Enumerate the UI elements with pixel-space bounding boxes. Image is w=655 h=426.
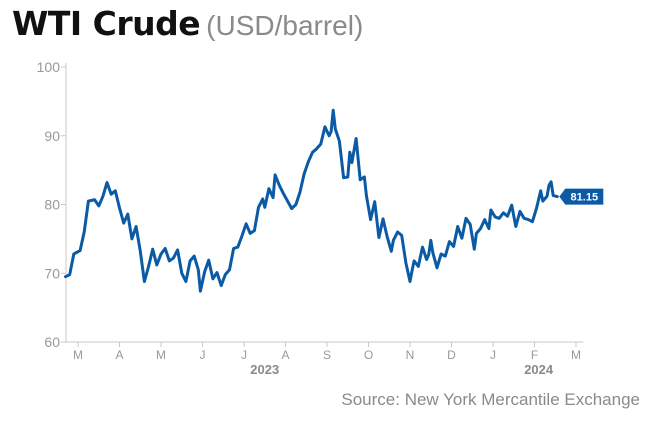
x-tick-label: J [200,348,206,362]
y-tick-label: 70 [44,265,60,281]
x-tick-label: O [364,348,373,362]
y-tick-label: 90 [44,128,60,144]
x-tick-label: J [241,348,247,362]
chart-title-row: WTI Crude (USD/barrel) [12,4,363,43]
chart-unit: (USD/barrel) [206,10,364,41]
x-tick-label: M [156,348,166,362]
x-tick-label: J [490,348,496,362]
x-tick-label: D [447,348,456,362]
x-tick-label: M [571,348,581,362]
y-tick-label: 100 [37,59,61,75]
x-tick-label: N [406,348,415,362]
chart-title: WTI Crude [12,4,201,43]
price-line [64,108,559,293]
y-tick-label: 60 [44,334,60,350]
year-label: 2024 [524,362,554,377]
y-tick-label: 80 [44,197,60,213]
x-tick-label: M [73,348,83,362]
year-label: 2023 [250,362,279,377]
x-tick-label: F [531,348,538,362]
last-value-badge [559,188,604,205]
x-tick-label: A [281,348,289,362]
source-note: Source: New York Mercantile Exchange [341,390,640,409]
x-tick-label: A [115,348,123,362]
last-value-label: 81.15 [571,192,599,204]
x-tick-label: S [323,348,331,362]
